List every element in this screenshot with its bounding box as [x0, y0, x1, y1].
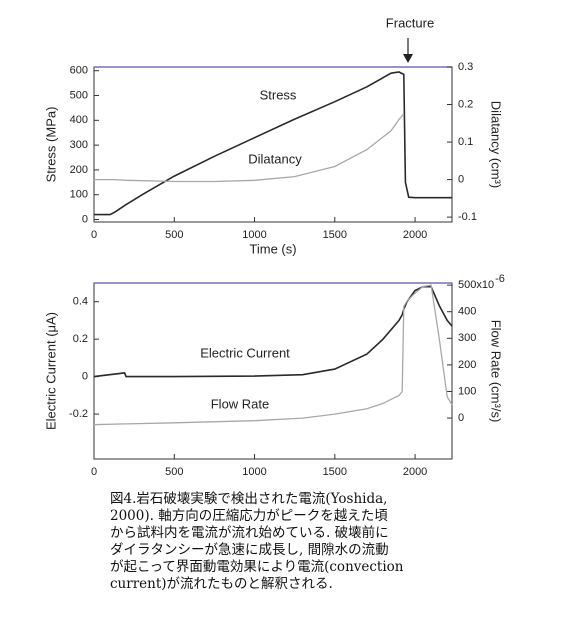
caption-line: current)が流れたものと解釈される. [110, 576, 333, 592]
series-label: Stress [260, 87, 297, 102]
y2-tick-label: 0 [458, 173, 464, 185]
caption-line: から試料内を電流が流れ始めている. 破壊前に [110, 525, 389, 541]
y2-tick-label: 100 [458, 385, 476, 397]
x-axis-title: Time (s) [249, 478, 296, 480]
y2-exponent: -6 [495, 273, 505, 285]
y-tick-label: 600 [70, 65, 88, 77]
y-tick-label: 200 [70, 164, 88, 176]
series-label: Dilatancy [248, 151, 302, 166]
y2-tick-label: 300 [458, 332, 476, 344]
y-tick-label: 500 [70, 89, 88, 101]
y-tick-label: 0.4 [73, 296, 88, 308]
series-label: Flow Rate [211, 396, 270, 411]
series-line [93, 285, 453, 378]
y2-tick-label: -0.1 [458, 211, 477, 223]
y-tick-label: 0.2 [73, 333, 88, 345]
y2-tick-label: 500x10 [458, 279, 494, 291]
x-tick-label: 500 [165, 229, 183, 241]
y2-axis-title: Dilatancy (cm³) [489, 101, 504, 188]
y-tick-label: 400 [70, 114, 88, 126]
x-tick-label: 1000 [242, 466, 266, 478]
x-tick-label: 0 [91, 466, 97, 478]
y-axis-title: Stress (MPa) [43, 107, 58, 183]
x-tick-label: 0 [91, 229, 97, 241]
series-label: Electric Current [200, 345, 290, 360]
y2-tick-label: 400 [458, 306, 476, 318]
fracture-label: Fracture [386, 15, 434, 30]
caption-line: ダイラタンシーが急速に成長し, 間隙水の流動 [110, 542, 389, 558]
y-tick-label: 0 [82, 371, 88, 383]
y2-tick-label: 200 [458, 359, 476, 371]
x-axis-title: Time (s) [249, 241, 296, 256]
x-tick-label: 1000 [242, 229, 266, 241]
x-tick-label: 1500 [323, 229, 347, 241]
fracture-arrowhead [403, 54, 413, 63]
series-line [94, 71, 452, 216]
plot-frame [93, 282, 453, 460]
caption: 図4.岩石破壊実験で検出された電流(Yoshida, 2000). 軸方向の圧縮応… [110, 491, 530, 593]
y-tick-label: 300 [70, 139, 88, 151]
series-line [94, 113, 405, 183]
y2-tick-label: 0.2 [458, 98, 473, 110]
y-tick-label: 0 [82, 213, 88, 225]
y-axis-title: Electric Current (μA) [43, 312, 58, 430]
y2-axis-title: Flow Rate (cm³/s) [489, 320, 504, 423]
x-tick-label: 2000 [403, 466, 427, 478]
caption-line: が起こって界面動電効果により電流(convection [110, 559, 404, 575]
y-tick-label: -0.2 [69, 408, 88, 420]
x-tick-label: 2000 [403, 229, 427, 241]
y2-tick-label: 0.1 [458, 136, 473, 148]
y2-tick-label: 0 [458, 412, 464, 424]
x-tick-label: 500 [165, 466, 183, 478]
series-line [93, 284, 453, 426]
figure: Fracture 0 500 1000 1500 2000010020030040050… [43, 15, 505, 493]
x-tick-label: 1500 [323, 466, 347, 478]
caption-line: 2000). 軸方向の圧縮応力がピークを越えた頃 [110, 508, 388, 524]
y-tick-label: 100 [70, 189, 88, 201]
caption-line: 図4.岩石破壊実験で検出された電流(Yoshida, [110, 491, 388, 507]
y2-tick-label: 0.3 [458, 61, 473, 73]
